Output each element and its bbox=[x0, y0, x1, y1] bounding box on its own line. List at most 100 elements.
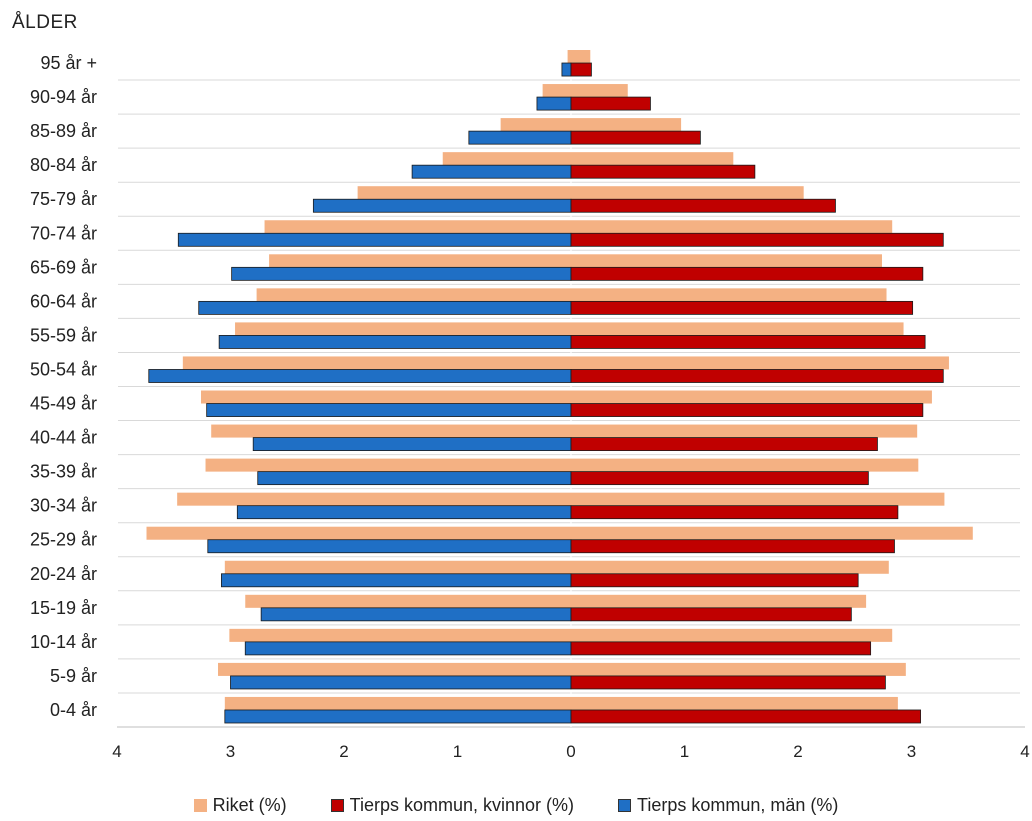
bar-riket-right bbox=[571, 390, 932, 404]
bar-riket-left bbox=[269, 254, 571, 268]
bar-kvinnor bbox=[570, 300, 914, 315]
x-tick-label: 1 bbox=[453, 742, 462, 761]
bar-riket-right bbox=[571, 118, 682, 132]
x-tick-label: 3 bbox=[226, 742, 235, 761]
category-label: 90-94 år bbox=[30, 87, 97, 107]
bar-riket-left bbox=[205, 458, 571, 472]
bar-riket-right bbox=[571, 526, 973, 540]
bar-kvinnor bbox=[570, 675, 886, 690]
bar-riket-left bbox=[146, 526, 571, 540]
bar-kvinnor bbox=[570, 232, 944, 247]
x-tick-labels: 4 3 2 1 0 1 2 3 4 bbox=[112, 742, 1029, 761]
bars bbox=[146, 50, 973, 724]
bar-riket-right bbox=[571, 424, 918, 438]
bar-riket-right bbox=[571, 254, 882, 268]
category-label: 55-59 år bbox=[30, 325, 97, 345]
bar-riket-left bbox=[211, 424, 571, 438]
bar-kvinnor bbox=[570, 607, 852, 622]
bar-kvinnor bbox=[570, 335, 926, 349]
chart-title: ÅLDER bbox=[12, 12, 78, 33]
category-label: 50-54 år bbox=[30, 359, 97, 379]
category-label: 5-9 år bbox=[50, 666, 97, 686]
bar-kvinnor bbox=[570, 641, 872, 656]
category-label: 25-29 år bbox=[30, 530, 97, 550]
bar-riket-right bbox=[571, 220, 893, 234]
legend-swatch-kvinnor bbox=[330, 799, 344, 812]
bar-kvinnor bbox=[570, 505, 899, 520]
bar-kvinnor bbox=[570, 164, 756, 179]
bar-kvinnor bbox=[570, 96, 651, 111]
bar-riket-right bbox=[571, 560, 889, 574]
bar-riket-left bbox=[229, 628, 572, 642]
bar-man bbox=[198, 300, 572, 315]
bar-man bbox=[260, 607, 572, 622]
x-tick-label: 1 bbox=[680, 742, 689, 761]
grid-lines bbox=[117, 46, 1025, 728]
bar-riket-left bbox=[264, 220, 571, 234]
bar-riket-left bbox=[567, 50, 571, 64]
legend-swatch-riket bbox=[193, 799, 207, 812]
category-label: 0-4 år bbox=[50, 700, 97, 720]
bar-man bbox=[206, 403, 572, 417]
bar-kvinnor bbox=[570, 539, 895, 554]
bar-riket-left bbox=[182, 356, 571, 370]
bar-riket-right bbox=[571, 458, 919, 472]
category-label: 95 år + bbox=[40, 53, 97, 73]
bar-kvinnor bbox=[570, 471, 869, 486]
bar-riket-right bbox=[571, 50, 591, 64]
x-tick-label: 4 bbox=[112, 742, 121, 761]
bar-riket-left bbox=[200, 390, 572, 404]
category-label: 60-64 år bbox=[30, 291, 97, 311]
x-tick-label: 2 bbox=[339, 742, 348, 761]
bar-riket-left bbox=[442, 152, 571, 166]
bar-man bbox=[257, 471, 572, 486]
bar-riket-right bbox=[571, 662, 906, 676]
bar-man bbox=[224, 709, 572, 724]
bar-riket-right bbox=[571, 288, 887, 302]
bar-kvinnor bbox=[570, 403, 924, 417]
bar-man bbox=[561, 62, 572, 77]
bar-kvinnor bbox=[570, 198, 836, 213]
x-tick-label: 0 bbox=[566, 742, 575, 761]
legend-item-kvinnor: Tierps kommun, kvinnor (%) bbox=[330, 795, 574, 816]
bar-man bbox=[148, 369, 572, 383]
bar-man bbox=[536, 96, 572, 111]
category-label: 40-44 år bbox=[30, 428, 97, 448]
bar-riket-left bbox=[357, 186, 571, 200]
bar-riket-right bbox=[571, 356, 949, 370]
category-label: 85-89 år bbox=[30, 121, 97, 141]
bar-riket-left bbox=[500, 118, 571, 132]
category-label: 10-14 år bbox=[30, 632, 97, 652]
bar-man bbox=[177, 232, 572, 247]
legend-label-man: Tierps kommun, män (%) bbox=[637, 795, 839, 815]
category-label: 30-34 år bbox=[30, 496, 97, 516]
population-pyramid-chart: 95 år + 90-94 år 85-89 år 80-84 år 75-79 år 7… bbox=[29, 46, 1030, 761]
bar-riket-right bbox=[571, 152, 734, 166]
bar-riket-right bbox=[571, 84, 628, 98]
bar-riket-left bbox=[224, 696, 571, 710]
bar-man bbox=[252, 437, 572, 452]
bar-kvinnor bbox=[570, 266, 924, 281]
legend-swatch-man bbox=[618, 799, 632, 812]
bar-riket-left bbox=[245, 594, 571, 608]
bar-kvinnor bbox=[570, 130, 701, 145]
bar-man bbox=[312, 198, 572, 213]
bar-kvinnor bbox=[570, 369, 944, 383]
bar-riket-left bbox=[542, 84, 571, 98]
bar-riket-right bbox=[571, 628, 893, 642]
bar-riket-right bbox=[571, 594, 867, 608]
category-label: 80-84 år bbox=[30, 155, 97, 175]
bar-riket-left bbox=[224, 560, 571, 574]
bar-man bbox=[231, 266, 572, 281]
bar-riket-left bbox=[235, 322, 572, 336]
x-tick-label: 3 bbox=[907, 742, 916, 761]
legend: Riket (%) Tierps kommun, kvinnor (%) Tie… bbox=[0, 795, 1032, 816]
legend-item-riket: Riket (%) bbox=[193, 795, 287, 816]
category-label: 70-74 år bbox=[30, 223, 97, 243]
category-labels: 95 år + 90-94 år 85-89 år 80-84 år 75-79 år 7… bbox=[30, 53, 97, 720]
bar-man bbox=[236, 505, 572, 520]
x-tick-label: 2 bbox=[793, 742, 802, 761]
category-label: 65-69 år bbox=[30, 257, 97, 277]
category-label: 15-19 år bbox=[30, 598, 97, 618]
bar-kvinnor bbox=[570, 573, 859, 588]
